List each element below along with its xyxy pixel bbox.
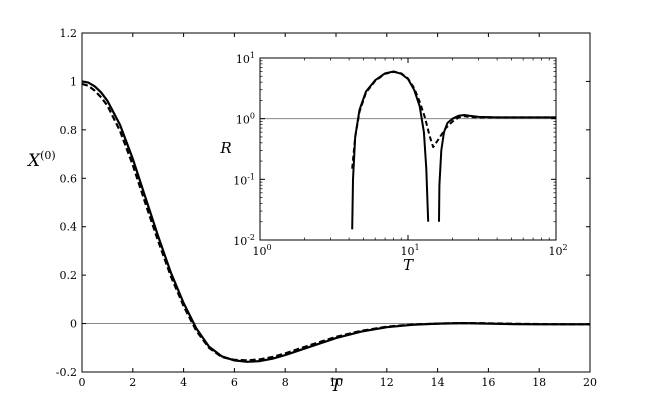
y-tick-label: 0.8 [60, 124, 78, 137]
y-tick-label: 0 [70, 318, 77, 331]
inset-y-axis-label: R [219, 139, 231, 157]
inset-frame [259, 57, 557, 241]
x-tick-label: 6 [231, 376, 238, 389]
y-tick-label-exponent: 1 [250, 51, 255, 60]
x-tick-label-exponent: 0 [266, 243, 271, 252]
y-tick-label-exponent: -2 [247, 233, 255, 242]
x-tick-label-base: 10 [252, 245, 266, 258]
x-tick-label: 2 [129, 376, 136, 389]
x-tick-label: 18 [532, 376, 546, 389]
y-tick-label-base: 10 [233, 174, 247, 187]
x-tick-label: 12 [380, 376, 394, 389]
y-tick-label-exponent: -1 [247, 172, 255, 181]
y-axis-label: X(0) [26, 149, 56, 171]
y-axis-label-superscript: (0) [40, 149, 56, 162]
main-chart: 0 2 4 6 8 10 12 14 16 18 20-0.200.20.40.60.811.2TX… [26, 27, 597, 396]
x-tick-label: 10 [329, 376, 343, 389]
y-tick-label: 0.4 [60, 221, 78, 234]
x-tick-label-base: 10 [548, 245, 562, 258]
y-tick-label: 101 [236, 51, 255, 66]
x-tick-label: 14 [431, 376, 445, 389]
y-tick-label: 10-2 [233, 233, 255, 248]
x-tick-label-exponent: 1 [414, 243, 419, 252]
y-tick-label: 0.6 [60, 172, 78, 185]
y-tick-label: 0.2 [60, 269, 78, 282]
y-axis-label-base: X [26, 151, 41, 171]
x-tick-label: 20 [583, 376, 597, 389]
x-tick-label: 102 [548, 243, 567, 258]
x-tick-label: 101 [400, 243, 419, 258]
y-tick-label: 100 [236, 112, 255, 127]
x-tick-label-exponent: 2 [562, 243, 567, 252]
x-tick-label: 100 [252, 243, 271, 258]
inset-series-solid [351, 70, 430, 230]
inset-series-dashed [351, 70, 556, 169]
y-tick-label-base: 10 [236, 114, 250, 127]
x-tick-label: 0 [79, 376, 86, 389]
inset-x-axis-label: T [403, 256, 414, 274]
series-line-dashed [81, 82, 590, 362]
y-tick-label-base: 10 [236, 53, 250, 66]
x-tick-label: 4 [180, 376, 187, 389]
y-tick-label-base: 10 [233, 235, 247, 248]
y-tick-label-exponent: 0 [250, 112, 255, 121]
y-tick-label: 1 [70, 75, 77, 88]
x-tick-label: 8 [282, 376, 289, 389]
y-tick-label: -0.2 [56, 366, 77, 379]
x-tick-label: 16 [481, 376, 495, 389]
y-tick-label: 1.2 [60, 27, 78, 40]
y-tick-label: 10-1 [233, 172, 255, 187]
x-axis-label: T [330, 376, 343, 396]
x-tick-label-base: 10 [400, 245, 414, 258]
